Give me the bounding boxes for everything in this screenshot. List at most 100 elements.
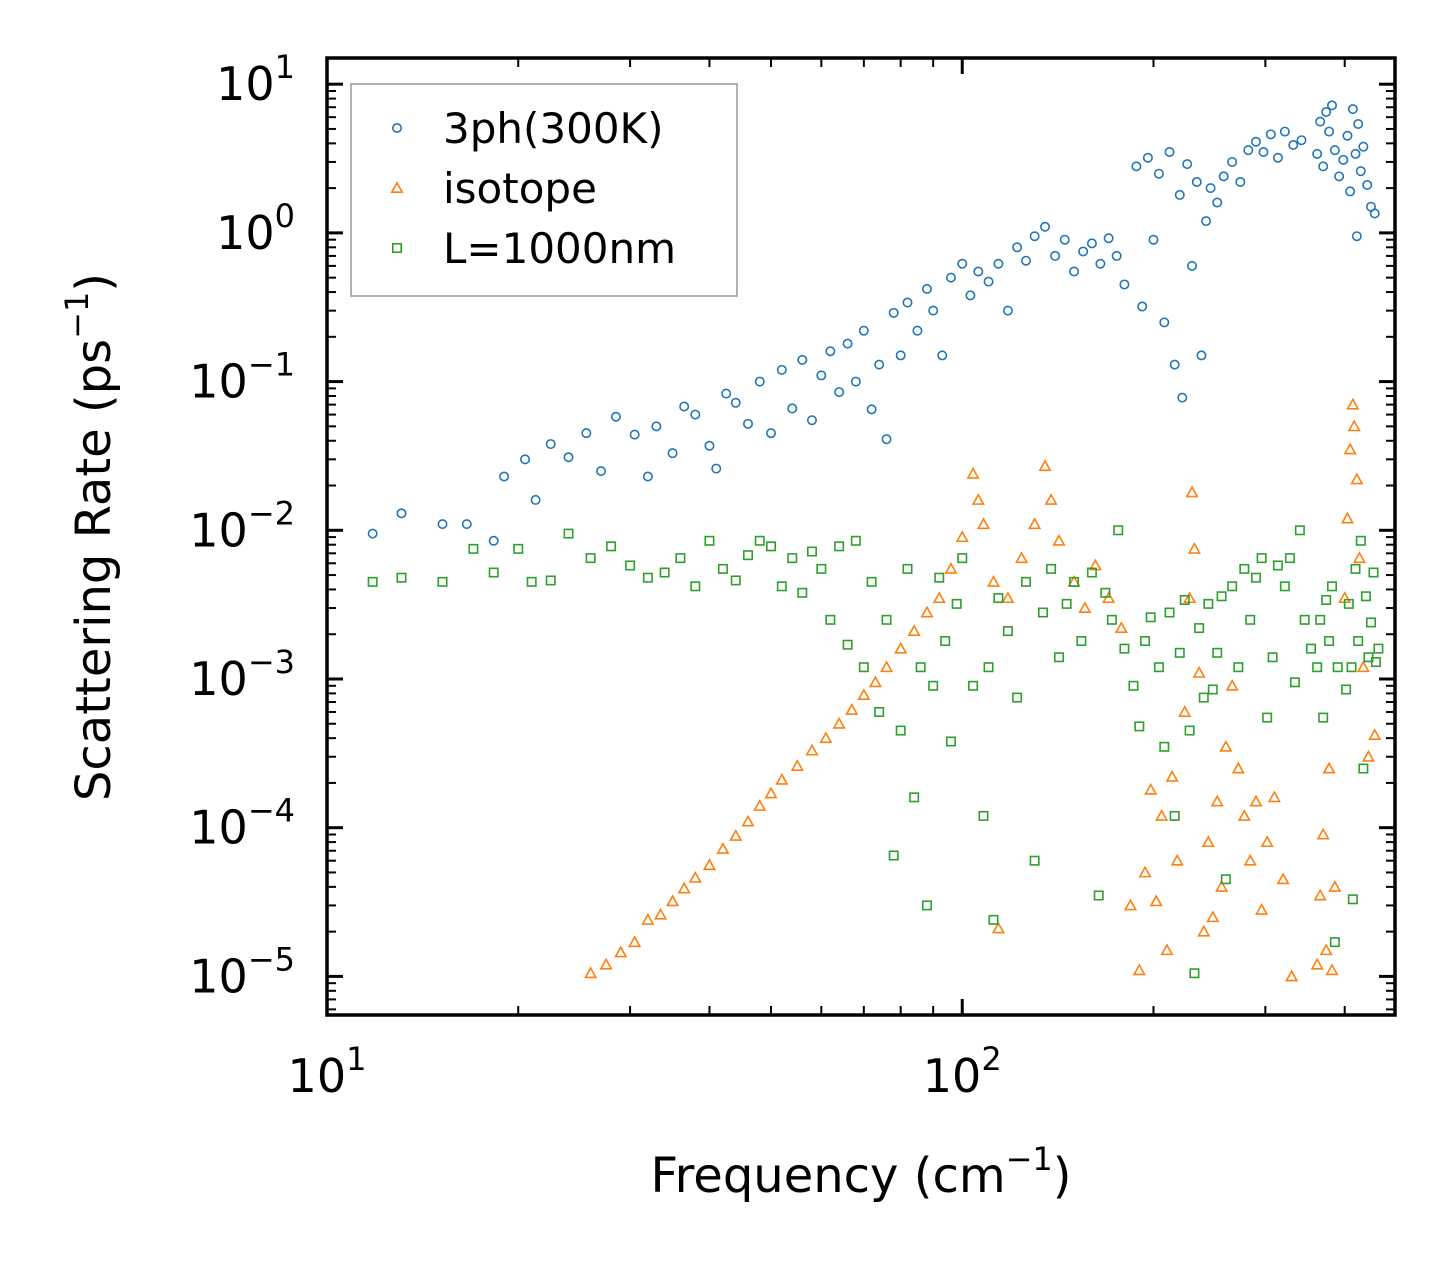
data-point bbox=[1249, 794, 1263, 807]
data-point bbox=[845, 703, 859, 715]
data-point bbox=[667, 448, 678, 459]
legend-marker bbox=[390, 181, 404, 193]
legend-entry: L=1000nm bbox=[391, 224, 676, 273]
data-point bbox=[1165, 769, 1179, 782]
data-point bbox=[1192, 665, 1206, 678]
data-point bbox=[367, 528, 378, 539]
data-point bbox=[1324, 126, 1335, 137]
data-point bbox=[902, 563, 913, 574]
data-point bbox=[1368, 567, 1379, 578]
data-point bbox=[1218, 171, 1229, 182]
data-point bbox=[1355, 535, 1366, 546]
data-point bbox=[894, 641, 908, 654]
data-point bbox=[1285, 969, 1299, 982]
data-point bbox=[1272, 152, 1283, 163]
data-point bbox=[1169, 810, 1180, 821]
data-point bbox=[1276, 872, 1290, 885]
data-point bbox=[1201, 216, 1212, 227]
data-point bbox=[690, 409, 701, 420]
data-point bbox=[1111, 250, 1122, 261]
y-tick-label: 101 bbox=[216, 48, 295, 111]
data-point bbox=[642, 471, 653, 482]
data-point bbox=[874, 706, 885, 717]
y-tick-label: 10−2 bbox=[189, 494, 295, 557]
data-point bbox=[776, 364, 787, 375]
data-point bbox=[1106, 614, 1117, 625]
data-point bbox=[1324, 636, 1335, 647]
data-point bbox=[881, 614, 892, 625]
data-point bbox=[1321, 107, 1332, 118]
data-point bbox=[1262, 712, 1273, 723]
data-point bbox=[915, 662, 926, 673]
data-point bbox=[704, 440, 715, 451]
data-point bbox=[895, 350, 906, 361]
data-point bbox=[866, 576, 877, 587]
legend: 3ph(300K) isotope L=1000nm bbox=[350, 83, 738, 297]
data-point bbox=[1144, 782, 1158, 795]
data-point bbox=[499, 471, 510, 482]
data-point bbox=[1321, 594, 1332, 605]
data-point bbox=[1160, 943, 1174, 956]
data-point bbox=[367, 576, 378, 587]
data-point bbox=[764, 786, 778, 799]
data-point bbox=[1256, 553, 1267, 564]
data-point bbox=[1155, 809, 1169, 821]
data-point bbox=[711, 463, 722, 474]
data-point bbox=[1260, 835, 1274, 848]
data-point bbox=[1329, 937, 1340, 948]
data-point bbox=[1002, 626, 1013, 637]
data-point bbox=[1345, 186, 1356, 197]
data-point bbox=[834, 541, 845, 552]
data-point bbox=[766, 428, 777, 439]
data-point bbox=[1100, 587, 1111, 598]
data-point bbox=[945, 736, 956, 747]
data-point bbox=[1198, 692, 1209, 703]
legend-label: L=1000nm bbox=[443, 224, 676, 273]
data-point bbox=[934, 572, 945, 583]
data-point bbox=[606, 541, 617, 552]
data-point bbox=[614, 945, 628, 958]
data-point bbox=[1233, 662, 1244, 673]
data-point bbox=[1113, 525, 1124, 536]
data-point bbox=[1159, 317, 1170, 328]
data-point bbox=[806, 546, 817, 557]
data-point bbox=[1028, 517, 1042, 530]
data-point bbox=[530, 494, 541, 505]
data-point bbox=[730, 575, 741, 586]
data-point bbox=[1210, 794, 1224, 807]
data-point bbox=[1114, 621, 1128, 634]
data-point bbox=[437, 519, 448, 530]
data-point bbox=[993, 258, 1004, 269]
data-point bbox=[1346, 397, 1360, 410]
data-point bbox=[834, 387, 845, 398]
data-point bbox=[874, 359, 885, 370]
data-point bbox=[1059, 234, 1070, 245]
data-point bbox=[396, 572, 407, 583]
x-axis-title: Frequency (cm−1) bbox=[650, 1140, 1071, 1204]
data-point bbox=[1216, 591, 1227, 602]
data-point bbox=[1001, 591, 1015, 604]
legend-entry: isotope bbox=[390, 164, 597, 213]
axis-ticks bbox=[325, 58, 1395, 1015]
data-point bbox=[973, 266, 984, 277]
data-point bbox=[651, 421, 662, 432]
data-point bbox=[921, 900, 932, 911]
data-point bbox=[1021, 255, 1032, 266]
data-point bbox=[1296, 135, 1307, 146]
y-axis-title: Scattering Rate (ps−1) bbox=[58, 273, 122, 801]
data-point bbox=[965, 290, 976, 301]
data-point bbox=[653, 907, 668, 920]
data-point bbox=[1332, 662, 1343, 673]
data-point bbox=[545, 575, 556, 586]
data-point bbox=[1140, 636, 1151, 647]
legend-entry: 3ph(300K) bbox=[391, 104, 663, 153]
data-point bbox=[825, 614, 836, 625]
data-point bbox=[396, 508, 407, 519]
data-point bbox=[816, 370, 827, 381]
data-point bbox=[677, 881, 691, 894]
data-point bbox=[928, 680, 939, 691]
data-point bbox=[1078, 246, 1089, 257]
data-point bbox=[585, 553, 596, 564]
data-point bbox=[1255, 903, 1269, 915]
data-point bbox=[978, 810, 989, 821]
